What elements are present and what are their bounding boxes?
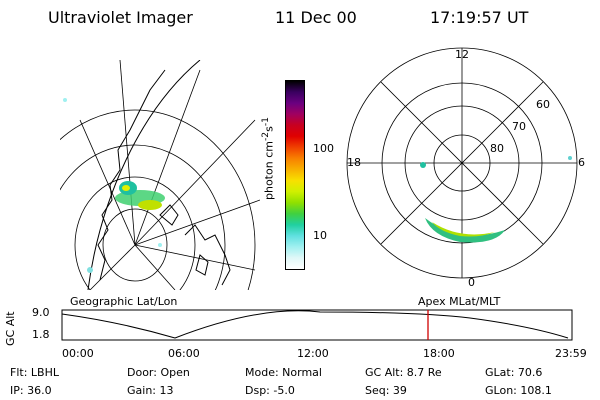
colorbar	[285, 80, 305, 270]
dsp-info: Dsp: -5.0	[245, 384, 295, 397]
mlat-label-60: 60	[536, 98, 550, 111]
geo-panel-label: Geographic Lat/Lon	[70, 295, 178, 308]
timeline-xtick-0: 00:00	[62, 347, 94, 360]
polar-panel-label: Apex MLat/MLT	[418, 295, 501, 308]
mlat-label-80: 80	[490, 142, 504, 155]
aurora-emission-geo	[63, 98, 165, 273]
mlt-label-0: 0	[468, 276, 475, 289]
timeline-ytick-high: 9.0	[32, 306, 50, 319]
gain-info: Gain: 13	[127, 384, 174, 397]
date-label: 11 Dec 00	[275, 8, 357, 27]
timeline-xtick-1: 06:00	[168, 347, 200, 360]
mlt-label-6: 6	[578, 156, 585, 169]
ip-info: IP: 36.0	[10, 384, 52, 397]
timeline-xtick-2: 12:00	[297, 347, 329, 360]
gc-alt-info: GC Alt: 8.7 Re	[365, 366, 442, 379]
timeline-xtick-3: 18:00	[423, 347, 455, 360]
colorbar-tick-100: 100	[313, 142, 334, 155]
glat-info: GLat: 70.6	[485, 366, 543, 379]
door-info: Door: Open	[127, 366, 190, 379]
glon-info: GLon: 108.1	[485, 384, 552, 397]
aurora-emission-polar	[420, 156, 572, 243]
timeline-ytick-low: 1.8	[32, 328, 50, 341]
instrument-title: Ultraviolet Imager	[48, 8, 193, 27]
time-label: 17:19:57 UT	[430, 8, 529, 27]
seq-info: Seq: 39	[365, 384, 407, 397]
timeline-xtick-4: 23:59	[555, 347, 587, 360]
colorbar-tick-10: 10	[313, 229, 327, 242]
mlt-label-12: 12	[455, 48, 469, 61]
mlt-label-18: 18	[347, 156, 361, 169]
mode-info: Mode: Normal	[245, 366, 322, 379]
mlat-label-70: 70	[512, 120, 526, 133]
filter-info: Flt: LBHL	[10, 366, 59, 379]
